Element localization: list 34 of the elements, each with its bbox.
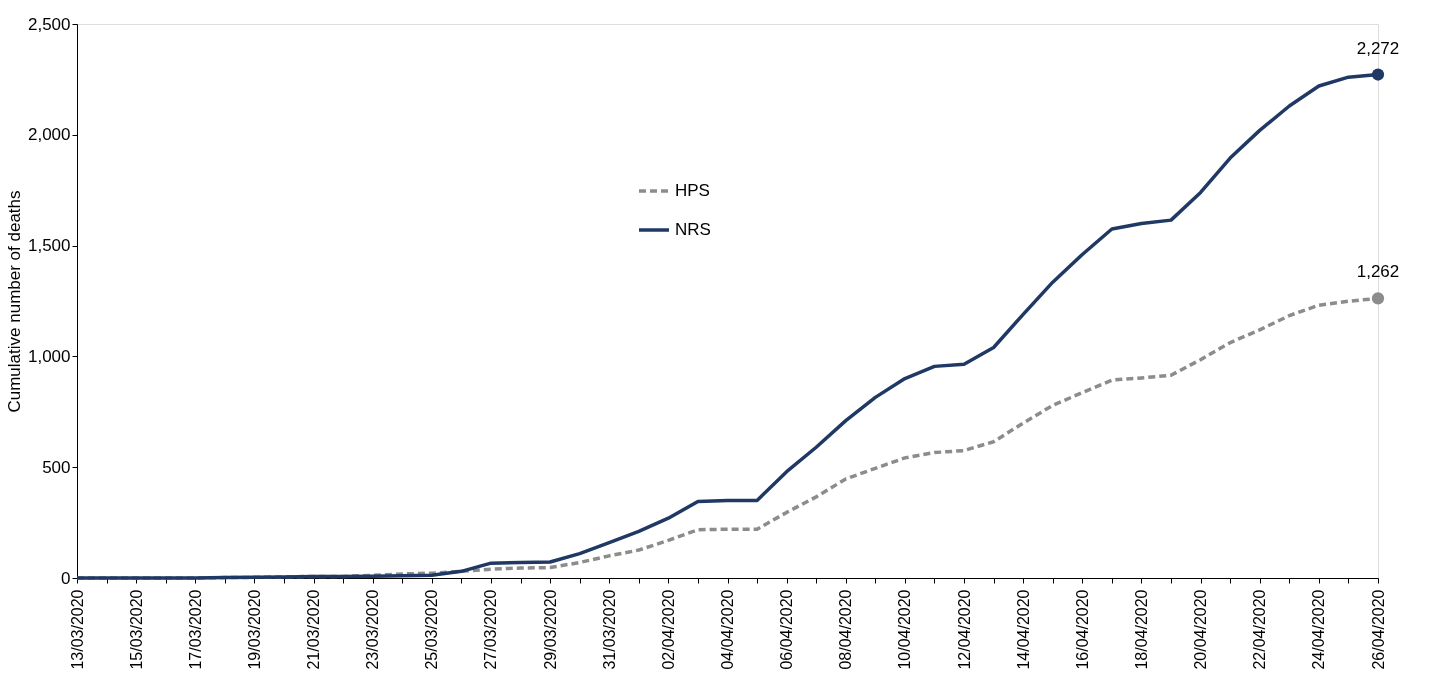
x-tick-label: 26/04/2020 <box>1369 589 1387 670</box>
x-tick-label: 16/04/2020 <box>1073 589 1091 670</box>
x-tick-label: 20/04/2020 <box>1192 589 1210 670</box>
x-tick-label: 06/04/2020 <box>778 589 796 670</box>
y-tick-label: 1,000 <box>27 346 71 366</box>
x-tick-label: 25/03/2020 <box>423 589 441 670</box>
legend-label: NRS <box>675 220 711 239</box>
x-tick-label: 23/03/2020 <box>364 589 382 670</box>
x-tick-label: 08/04/2020 <box>837 589 855 670</box>
data-label: 1,262 <box>1356 262 1400 282</box>
x-tick-label: 12/04/2020 <box>955 589 973 670</box>
x-tick-label: 31/03/2020 <box>600 589 618 670</box>
x-tick-label: 15/03/2020 <box>127 589 145 670</box>
x-tick-label: 24/04/2020 <box>1310 589 1328 670</box>
data-label: 2,272 <box>1356 38 1400 58</box>
legend-label: HPS <box>675 181 710 200</box>
y-tick-label: 2,500 <box>27 14 71 34</box>
x-tick-label: 21/03/2020 <box>305 589 323 670</box>
x-tick-label: 04/04/2020 <box>719 589 736 670</box>
x-tick-label: 10/04/2020 <box>896 589 914 670</box>
x-tick-label: 19/03/2020 <box>245 589 263 670</box>
x-tick-label: 22/04/2020 <box>1251 589 1269 670</box>
y-axis-title: Cumulative number of deaths <box>4 190 24 413</box>
x-tick-label: 13/03/2020 <box>68 589 86 670</box>
y-tick-label: 2,000 <box>27 125 71 145</box>
x-tick-label: 17/03/2020 <box>186 589 204 670</box>
x-tick-label: 14/04/2020 <box>1014 589 1032 670</box>
y-tick-label: 0 <box>61 568 71 588</box>
x-tick-label: 18/04/2020 <box>1132 589 1150 670</box>
x-tick-label: 02/04/2020 <box>659 589 677 670</box>
x-tick-label: 29/03/2020 <box>541 589 559 670</box>
y-tick-label: 500 <box>42 457 71 477</box>
y-tick-label: 1,500 <box>27 236 71 256</box>
x-tick-label: 27/03/2020 <box>482 589 500 670</box>
